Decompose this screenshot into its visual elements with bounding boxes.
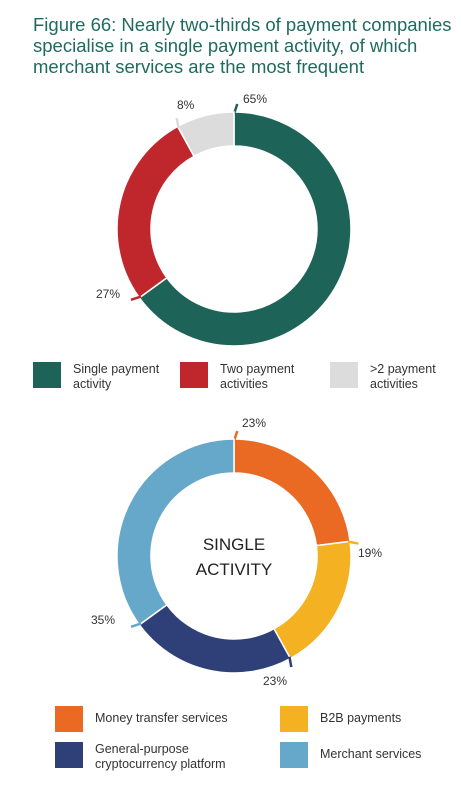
- legend-label: activities: [370, 377, 418, 391]
- center-label: SINGLE: [203, 535, 265, 554]
- figure-title: Figure 66: Nearly two-thirds of payment …: [33, 14, 453, 77]
- legend-label: Two payment: [220, 362, 295, 376]
- slice-value-label: 19%: [358, 546, 382, 560]
- legend-item-merchant: Merchant services: [280, 742, 421, 768]
- legend-label: Money transfer services: [95, 711, 228, 725]
- legend-item-money-transfer: Money transfer services: [55, 706, 228, 732]
- figure-title-line: specialise in a single payment activity,…: [33, 35, 418, 56]
- donut-slice-2: [138, 603, 292, 674]
- legend-label: cryptocurrency platform: [95, 757, 226, 771]
- legend-label: Merchant services: [320, 747, 422, 761]
- donut-slice-0: [233, 438, 351, 547]
- figure-title-line: merchant services are the most frequent: [33, 56, 365, 77]
- center-label: ACTIVITY: [196, 560, 273, 579]
- legend-item-crypto: General-purpose cryptocurrency platform: [55, 742, 226, 772]
- legend-swatch: [330, 362, 358, 388]
- donut-slice-2: [176, 111, 235, 158]
- slice-pointer: [288, 656, 293, 668]
- legend-label: B2B payments: [320, 711, 402, 725]
- legend-label: Single payment: [73, 362, 160, 376]
- slice-value-label: 65%: [243, 92, 267, 106]
- legend-swatch: [280, 742, 308, 768]
- donut-slice-0: [138, 111, 352, 347]
- legend-swatch: [55, 706, 83, 732]
- legend-swatch: [180, 362, 208, 388]
- slice-pointer: [347, 540, 359, 545]
- legend-label: activities: [220, 377, 268, 391]
- legend-label: General-purpose: [95, 742, 189, 756]
- slice-value-label: 23%: [242, 416, 266, 430]
- legend-swatch: [280, 706, 308, 732]
- slice-pointer: [130, 295, 142, 301]
- legend-item-more: >2 payment activities: [330, 362, 436, 392]
- slice-pointer: [130, 622, 142, 628]
- legend-swatch: [55, 742, 83, 768]
- legend-swatch: [33, 362, 61, 388]
- slice-pointer: [175, 117, 180, 129]
- legend-item-b2b: B2B payments: [280, 706, 401, 732]
- donut-chart-single-activity: 23% 19% 23% 35% SINGLE ACTIVITY: [91, 416, 382, 688]
- donut-slice-3: [116, 438, 235, 626]
- slice-value-label: 35%: [91, 613, 115, 627]
- legend-item-single: Single payment activity: [33, 362, 159, 392]
- legend-label: >2 payment: [370, 362, 436, 376]
- figure-title-line: Figure 66: Nearly two-thirds of payment …: [33, 14, 452, 35]
- donut-slice-1: [116, 125, 196, 299]
- legend-item-two: Two payment activities: [180, 362, 294, 392]
- legend-label: activity: [73, 377, 112, 391]
- slice-value-label: 27%: [96, 287, 120, 301]
- donut-chart-payment-activities: 65% 27% 8%: [96, 92, 352, 347]
- donut-slice-1: [272, 540, 352, 660]
- slice-value-label: 23%: [263, 674, 287, 688]
- slice-value-label: 8%: [177, 98, 195, 112]
